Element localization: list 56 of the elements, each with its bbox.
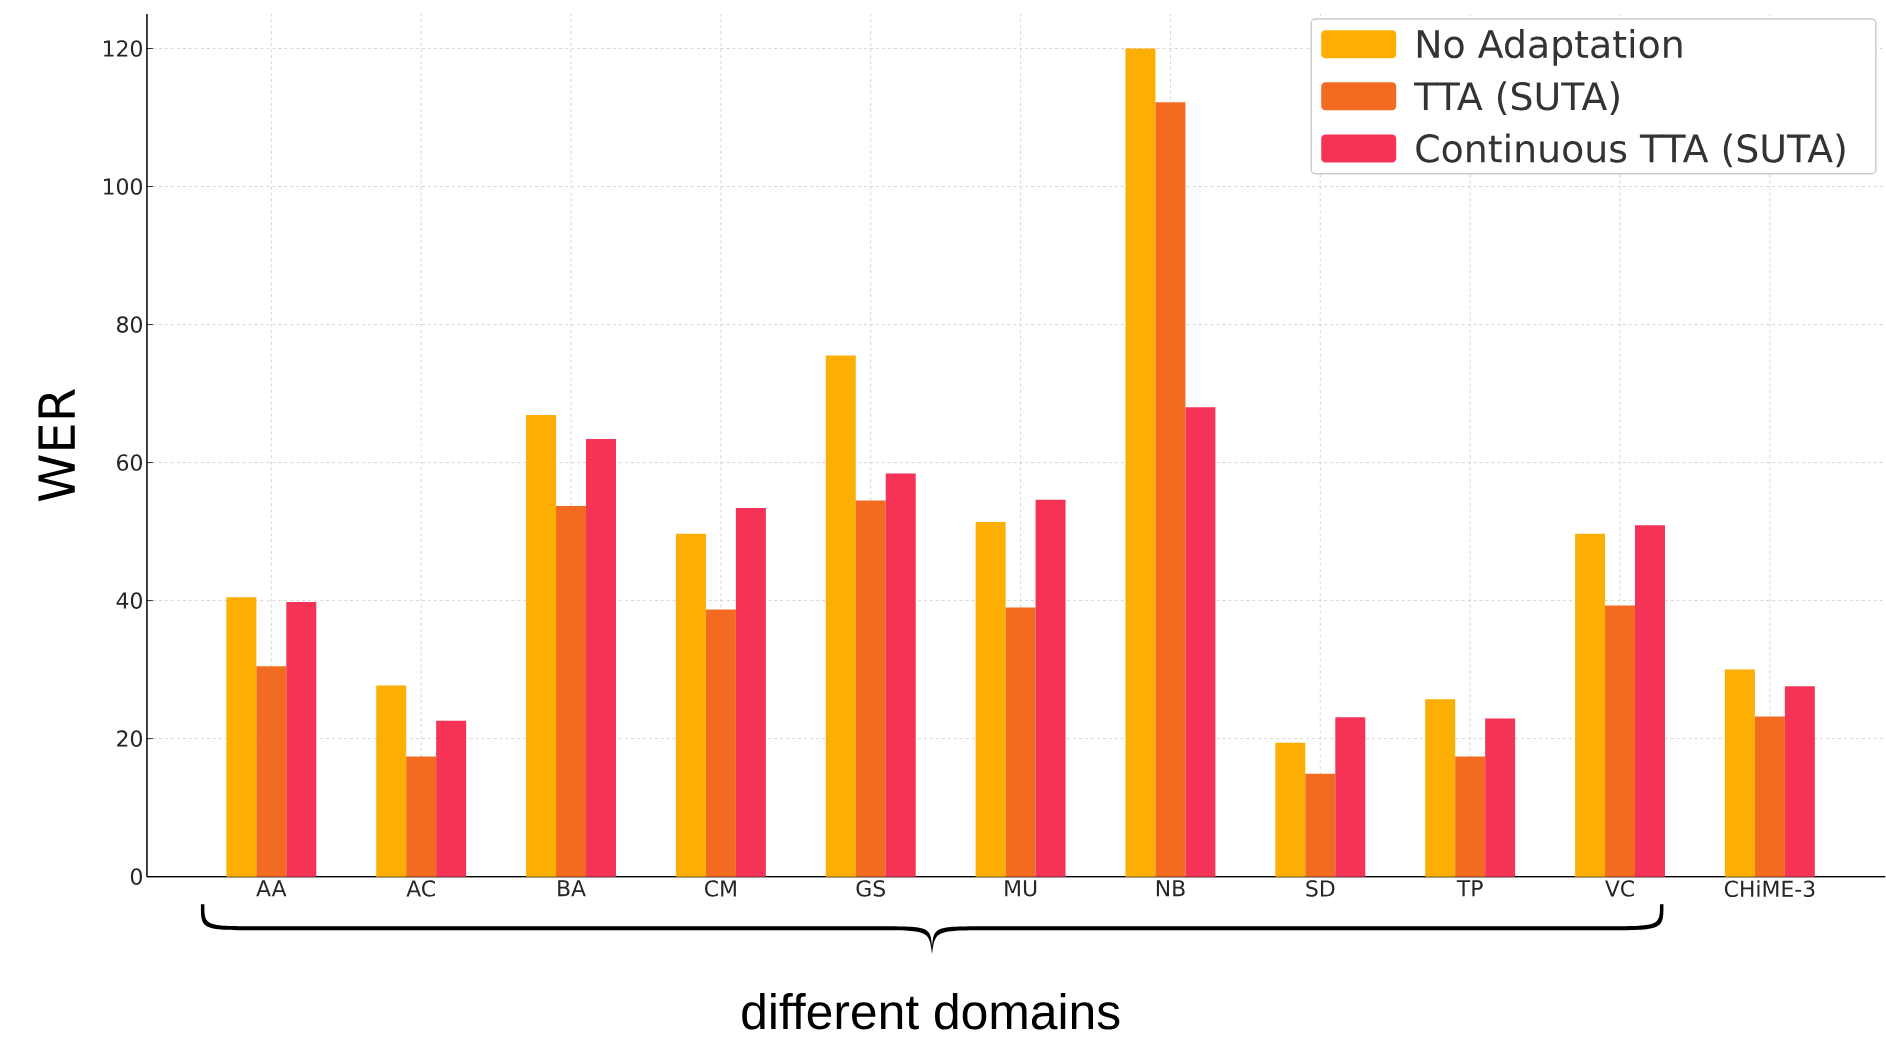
bar [526,415,557,877]
bar [1635,525,1665,877]
y-tick-label: 80 [117,316,142,334]
x-tick-label: AC [406,880,435,897]
bar [885,473,916,877]
bar [256,666,287,877]
bar [556,506,587,877]
bar [1784,686,1815,877]
bar [1275,742,1306,877]
y-tick-label: 20 [117,730,142,748]
x-tick-label: CM [705,880,736,897]
bar [1575,533,1606,877]
bar [1605,605,1636,877]
bar [376,685,407,877]
x-tick-label: NB [1156,880,1185,897]
bar [1005,607,1036,877]
bar [825,355,856,877]
bar [286,602,317,877]
bar [1185,407,1216,877]
bar [855,500,886,877]
legend-label: TTA (SUTA) [1414,81,1619,116]
bar [1754,716,1785,877]
x-tick-label: GS [856,880,885,897]
legend-label: Continuous TTA (SUTA) [1416,133,1845,168]
y-tick-label: 120 [104,40,142,57]
bar [406,756,437,877]
y-axis-title: WER [38,389,75,502]
bar [1455,756,1486,877]
bar [735,508,766,877]
bar [226,597,257,877]
x-tick-label: VC [1605,880,1634,897]
legend-label: No Adaptation [1417,29,1682,66]
bar [1125,48,1156,877]
y-tick-label: 60 [117,454,142,472]
bar [975,522,1006,877]
y-tick-label: 40 [116,592,142,610]
bar [1425,699,1456,877]
x-tick-label: AA [256,880,287,897]
bar [675,533,706,877]
bar [1485,718,1516,877]
bar [1155,102,1186,877]
x-tick-label: MU [1005,880,1037,897]
x-tick-label: SD [1306,880,1335,897]
bar [1305,774,1336,877]
bar [436,720,467,877]
y-tick-label: 100 [104,178,142,195]
bar [705,609,736,877]
x-tick-label: CHiME-3 [1724,880,1815,898]
bar [586,439,616,877]
bar [1035,500,1066,877]
x-tick-label: BA [558,880,586,897]
bar [1335,717,1366,877]
text: different domains [742,993,1120,1030]
bar [1724,669,1755,877]
y-tick-label: 0 [130,868,142,886]
x-tick-label: TP [1456,880,1483,897]
